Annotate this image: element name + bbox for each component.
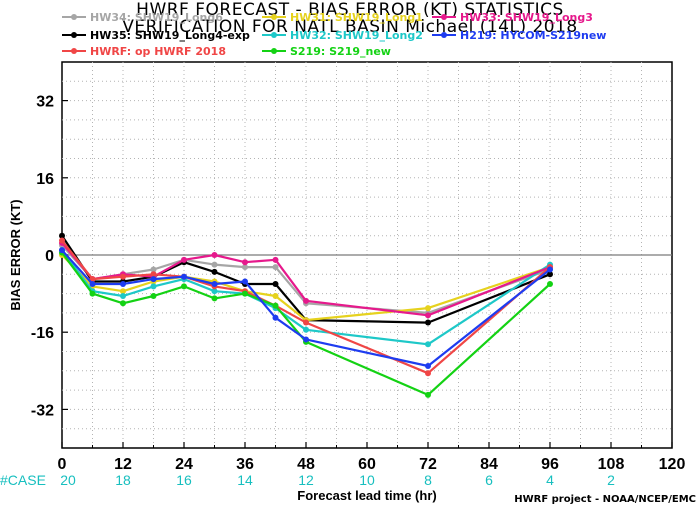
series-point: [425, 363, 431, 369]
series-point: [425, 392, 431, 398]
case-count: 12: [298, 472, 314, 488]
x-tick-label: 60: [358, 456, 376, 473]
series-point: [212, 269, 218, 275]
x-tick-label: 96: [541, 456, 559, 473]
series-point: [303, 327, 309, 333]
series-point: [242, 259, 248, 265]
series-point: [212, 262, 218, 268]
series-point: [212, 252, 218, 258]
series-point: [151, 283, 157, 289]
y-tick-label: 32: [36, 94, 54, 111]
legend-marker: [71, 14, 77, 20]
case-count: 16: [176, 472, 192, 488]
legend: HW34: SHW19_Long6 HW35: SHW19_Long4-exp HW…: [62, 11, 606, 58]
series-point: [425, 320, 431, 326]
legend-marker: [441, 32, 447, 38]
series-point: [303, 336, 309, 342]
x-tick-label: 48: [297, 456, 315, 473]
case-count: 10: [359, 472, 375, 488]
case-counts: #CASE 20 18 16 14 12 10 8 6 4 2: [0, 472, 615, 488]
legend-marker: [441, 14, 447, 20]
x-tick-label: 0: [58, 456, 67, 473]
series-point: [273, 257, 279, 263]
case-count: 6: [485, 472, 493, 488]
series-point: [425, 341, 431, 347]
series-line: [62, 236, 550, 323]
x-axis-label: Forecast lead time (hr): [297, 488, 436, 503]
series-point: [273, 315, 279, 321]
credit-text: HWRF project - NOAA/NCEP/EMC: [514, 494, 696, 505]
series-point: [181, 257, 187, 263]
case-count: 8: [424, 472, 432, 488]
x-tick-label: 24: [175, 456, 193, 473]
y-tick-label: -16: [31, 325, 54, 342]
x-tick-label: 108: [598, 456, 625, 473]
legend-marker: [271, 14, 277, 20]
series-point: [242, 291, 248, 297]
series-point: [59, 238, 65, 244]
series-point: [120, 281, 126, 287]
case-count: 14: [237, 472, 253, 488]
series-point: [273, 293, 279, 299]
series-lines: [59, 233, 553, 398]
series-point: [90, 291, 96, 297]
series-point: [425, 370, 431, 376]
legend-label: HW32: SHW19_Long2: [290, 29, 423, 42]
legend-label: HW35: SHW19_Long4-exp: [90, 29, 250, 42]
series-point: [120, 274, 126, 280]
series-point: [242, 279, 248, 285]
legend-label: HW31: SHW19_Long1: [290, 11, 423, 24]
series-point: [120, 293, 126, 299]
legend-label: HW34: SHW19_Long6: [90, 11, 223, 24]
series-line: [62, 250, 550, 366]
series-point: [547, 281, 553, 287]
series-point: [273, 264, 279, 270]
legend-label: H219: HYCOM-S219new: [460, 29, 606, 42]
legend-marker: [71, 32, 77, 38]
series-point: [151, 293, 157, 299]
series-point: [90, 281, 96, 287]
y-axis-label: BIAS ERROR (KT): [8, 199, 23, 310]
x-tick-label: 36: [236, 456, 254, 473]
case-count: 2: [607, 472, 615, 488]
legend-label: S219: S219_new: [290, 45, 391, 58]
series-point: [425, 312, 431, 318]
series-point: [212, 295, 218, 301]
legend-label: HWRF: op HWRF 2018: [90, 45, 226, 58]
y-tick-label: 16: [36, 171, 54, 188]
series-point: [181, 283, 187, 289]
series-point: [425, 305, 431, 311]
series-point: [273, 303, 279, 309]
y-tick-label: -32: [31, 402, 54, 419]
series-point: [212, 281, 218, 287]
case-count: 4: [546, 472, 554, 488]
grid: [62, 62, 672, 448]
x-tick-label: 72: [419, 456, 437, 473]
case-header: #CASE: [0, 472, 46, 488]
x-tick-label: 84: [480, 456, 498, 473]
bias-error-chart: HW34: SHW19_Long6 HW35: SHW19_Long4-exp HW…: [0, 0, 700, 506]
legend-marker: [271, 48, 277, 54]
series-point: [151, 276, 157, 282]
series-point: [59, 247, 65, 253]
series-point: [303, 298, 309, 304]
legend-marker: [271, 32, 277, 38]
legend-marker: [71, 48, 77, 54]
case-count: 20: [60, 472, 76, 488]
series-point: [120, 300, 126, 306]
series-point: [181, 274, 187, 280]
y-tick-label: 0: [45, 248, 54, 265]
series-point: [273, 281, 279, 287]
x-tick-label: 120: [659, 456, 686, 473]
x-tick-label: 12: [114, 456, 132, 473]
case-count: 18: [115, 472, 131, 488]
series-point: [547, 266, 553, 272]
series-point: [303, 320, 309, 326]
legend-label: HW33: SHW19_Long3: [460, 11, 593, 24]
